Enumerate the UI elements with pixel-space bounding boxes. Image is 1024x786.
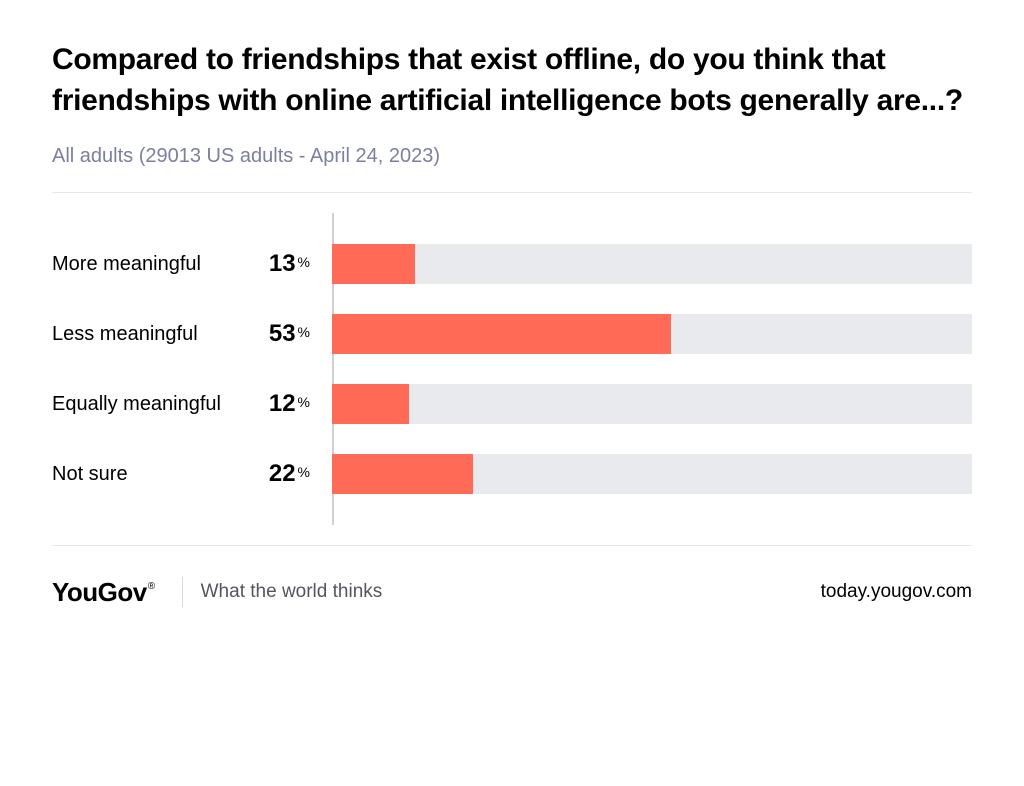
row-value: 22% [232,460,332,488]
chart-title: Compared to friendships that exist offli… [52,40,972,121]
chart-row: Not sure22% [52,439,972,509]
row-label: More meaningful [52,252,232,277]
chart-footer: YouGov® What the world thinks today.youg… [52,562,972,622]
bar-track [332,384,972,424]
bar-fill [332,384,409,424]
row-value: 12% [232,390,332,418]
row-value: 53% [232,320,332,348]
bar-fill [332,244,415,284]
brand-tagline: What the world thinks [201,581,383,603]
footer-divider [182,577,183,607]
brand-logo: YouGov® [52,577,164,608]
source-url: today.yougov.com [821,581,972,603]
bar-track [332,454,972,494]
bottom-rule [52,545,972,546]
bar-track [332,244,972,284]
chart-subtitle: All adults (29013 US adults - April 24, … [52,145,972,168]
bar-chart: More meaningful13%Less meaningful53%Equa… [52,193,972,545]
chart-row: Equally meaningful12% [52,369,972,439]
row-label: Not sure [52,462,232,487]
row-value: 13% [232,250,332,278]
chart-row: More meaningful13% [52,229,972,299]
bar-fill [332,314,671,354]
bar-fill [332,454,473,494]
chart-row: Less meaningful53% [52,299,972,369]
registered-mark: ® [148,581,155,592]
bar-track [332,314,972,354]
row-label: Equally meaningful [52,392,232,417]
brand-name: YouGov [52,577,147,607]
row-label: Less meaningful [52,322,232,347]
